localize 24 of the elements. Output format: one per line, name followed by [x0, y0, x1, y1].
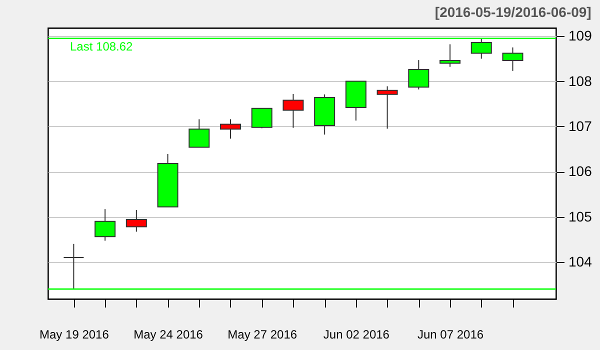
ref-line-label: Last 108.62	[70, 39, 134, 54]
candlestick	[94, 208, 116, 242]
y-tick-label: 108	[568, 72, 592, 89]
candlestick	[188, 118, 210, 148]
x-tick-label: Jun 02 2016	[323, 328, 390, 342]
candlestick	[440, 44, 461, 68]
candlestick	[502, 46, 524, 72]
y-tick-label: 107	[568, 118, 592, 134]
candlestick	[63, 243, 84, 290]
candlestick	[408, 60, 430, 90]
chart-title: [2016-05-19/2016-06-09]	[434, 4, 592, 20]
y-tick-label: 106	[568, 163, 592, 180]
y-tick-label: 105	[568, 208, 592, 224]
candlestick	[126, 210, 147, 232]
candlestick	[376, 86, 398, 130]
x-tick-label: May 19 2016	[40, 328, 110, 342]
y-tick-label: 109	[568, 28, 592, 44]
y-tick-label: 104	[568, 253, 592, 270]
x-tick-label: May 27 2016	[228, 328, 298, 342]
x-tick-label: Jun 07 2016	[417, 328, 484, 342]
candlestick	[282, 93, 304, 128]
candlestick	[220, 118, 241, 140]
candlestick	[251, 108, 272, 129]
x-tick-label: May 24 2016	[134, 328, 204, 342]
